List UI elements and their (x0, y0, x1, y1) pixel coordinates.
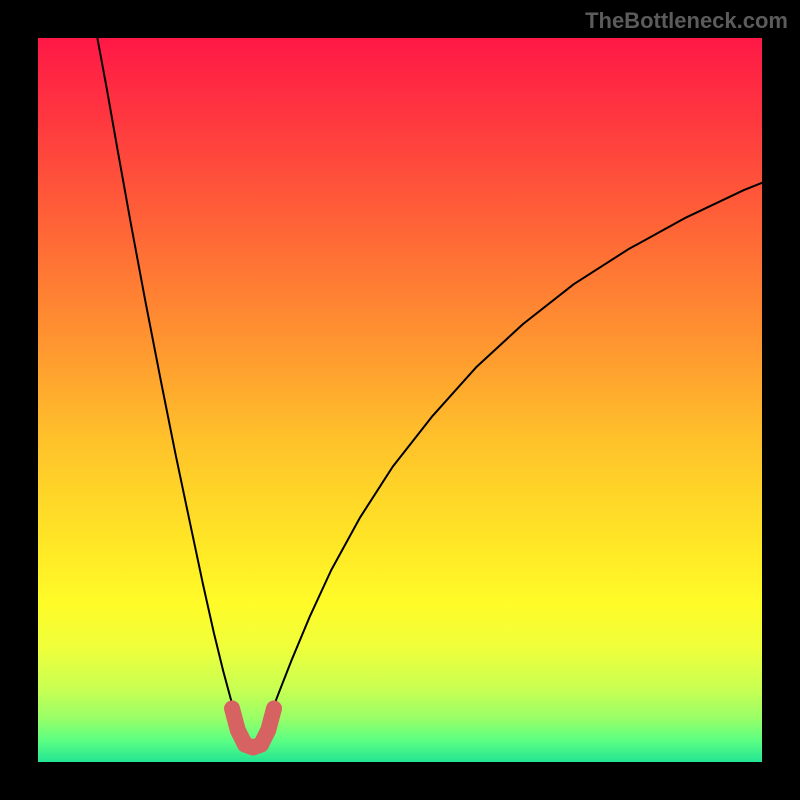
watermark-text: TheBottleneck.com (585, 8, 788, 34)
bottleneck-curve-left (97, 38, 235, 713)
plot-area (38, 38, 762, 762)
curve-layer (38, 38, 762, 762)
highlight-dip (232, 708, 274, 747)
bottleneck-curve-right (271, 183, 762, 713)
